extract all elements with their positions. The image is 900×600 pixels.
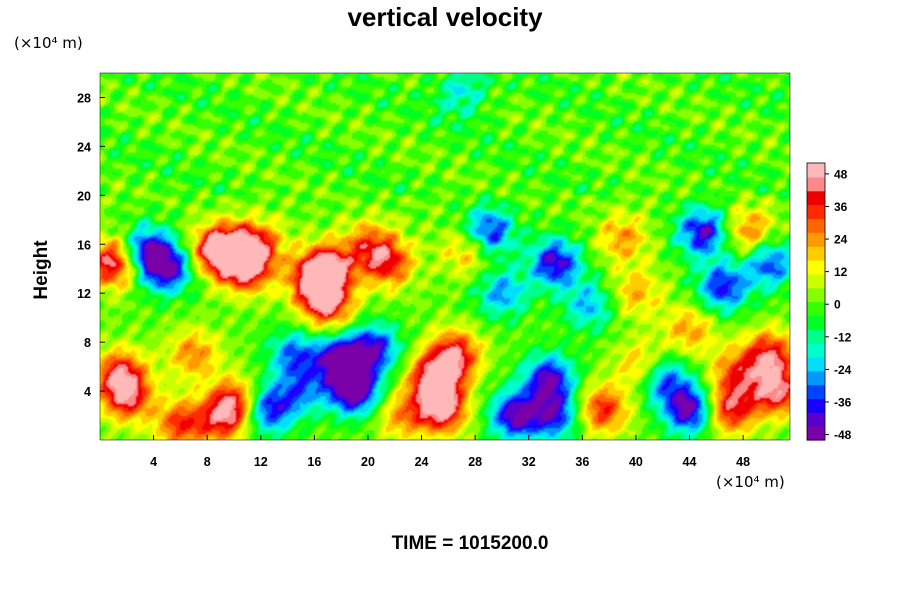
colorbar-swatch (807, 163, 825, 178)
colorbar-swatch (807, 176, 825, 192)
y-tick-label: 8 (84, 336, 91, 350)
colorbar-swatch (807, 273, 825, 289)
colorbar-swatch (807, 329, 825, 344)
colorbar-tick-label: 24 (834, 233, 848, 247)
x-axis-unit: (×10⁴ m) (716, 473, 785, 491)
y-tick-label: 4 (84, 385, 91, 399)
y-tick-label: 20 (77, 189, 91, 203)
colorbar-tick-label: -36 (834, 395, 852, 409)
colorbar-swatch (807, 301, 825, 316)
x-tick-label: 48 (736, 455, 750, 469)
colorbar-tick-label: -12 (834, 330, 852, 344)
x-tick-label: 40 (629, 455, 643, 469)
colorbar-tick-label: 0 (834, 298, 841, 312)
colorbar-swatch (807, 287, 825, 303)
colorbar-swatch (807, 426, 825, 441)
x-tick-label: 8 (204, 455, 211, 469)
y-tick-label: 24 (77, 140, 91, 154)
plot-frame (99, 72, 791, 441)
colorbar-tick-label: -48 (834, 428, 852, 442)
x-tick-label: 36 (575, 455, 589, 469)
x-tick-label: 16 (307, 455, 321, 469)
velocity-field-heatmap (100, 73, 790, 440)
x-tick-label: 28 (468, 455, 482, 469)
colorbar-tick-label: 48 (834, 167, 848, 181)
x-tick-label: 4 (150, 455, 157, 469)
colorbar-tick-label: 12 (834, 265, 848, 279)
x-tick-label: 12 (254, 455, 268, 469)
time-label: TIME = 1015200.0 (391, 533, 549, 554)
colorbar-swatch (807, 398, 825, 413)
colorbar-swatch (807, 259, 825, 275)
colorbar-frame (806, 162, 826, 441)
x-tick-label: 32 (522, 455, 536, 469)
colorbar-swatch (807, 343, 825, 358)
x-tick-label: 44 (683, 455, 697, 469)
colorbar-tick-label: -24 (834, 363, 852, 377)
y-axis-unit: (×10⁴ m) (14, 34, 83, 52)
y-tick-label: 16 (77, 238, 91, 252)
colorbar-swatch (807, 190, 825, 206)
colorbar-swatch (807, 232, 825, 247)
colorbar-swatch (807, 246, 825, 261)
y-tick-label: 12 (77, 287, 91, 301)
x-tick-label: 20 (361, 455, 375, 469)
colorbar-swatch (807, 218, 825, 233)
colorbar-swatch (807, 356, 825, 372)
colorbar-swatch (807, 412, 825, 427)
chart-title: vertical velocity (347, 2, 543, 32)
colorbar-swatch (807, 370, 825, 386)
colorbar-swatch (807, 315, 825, 330)
y-tick-label: 28 (77, 91, 91, 105)
colorbar-tick-label: 36 (834, 200, 848, 214)
x-tick-label: 24 (415, 455, 429, 469)
colorbar-swatch (807, 204, 825, 219)
colorbar-swatch (807, 384, 825, 400)
